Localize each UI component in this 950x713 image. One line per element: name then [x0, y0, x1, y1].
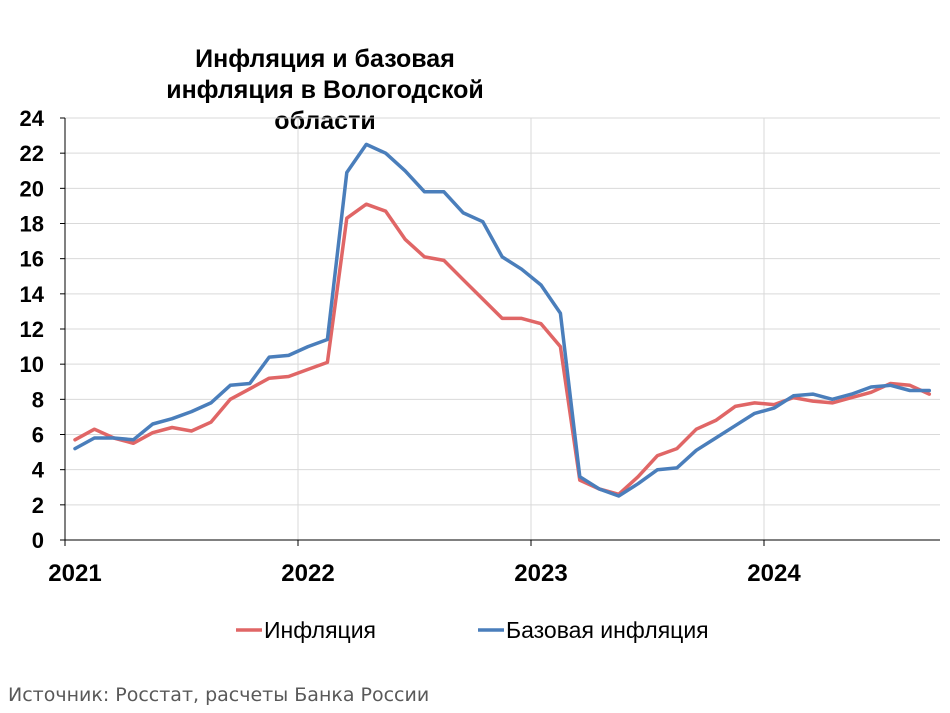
x-axis-ticks: 2021 2022 2023 2024 [48, 540, 801, 587]
x-tick-label: 2023 [514, 560, 567, 587]
y-tick-label: 8 [32, 387, 44, 412]
y-tick-label: 6 [32, 423, 44, 448]
x-tick-label: 2024 [747, 560, 801, 587]
y-tick-label: 18 [20, 212, 44, 237]
y-tick-label: 22 [20, 141, 44, 166]
y-tick-label: 10 [20, 352, 44, 377]
x-tick-label: 2022 [281, 560, 334, 587]
legend-label: Инфляция [264, 617, 376, 643]
legend-label: Базовая инфляция [506, 617, 709, 643]
y-tick-label: 0 [32, 528, 44, 553]
chart-series [73, 142, 932, 498]
y-tick-label: 16 [20, 247, 44, 272]
y-tick-label: 24 [20, 106, 45, 131]
y-tick-label: 20 [20, 176, 44, 201]
inflation-line [73, 202, 932, 497]
y-tick-label: 14 [20, 282, 45, 307]
y-tick-label: 2 [32, 493, 44, 518]
chart-grid [65, 117, 940, 540]
core-inflation-line [73, 142, 932, 498]
chart-legend: Инфляция Базовая инфляция [236, 617, 709, 643]
y-tick-label: 4 [32, 458, 45, 483]
x-tick-label: 2021 [48, 560, 101, 587]
y-tick-label: 12 [20, 317, 44, 342]
source-note: Источник: Росстат, расчеты Банка России [8, 684, 430, 706]
chart-title: Инфляция и базовая инфляция в Вологодско… [166, 45, 484, 135]
